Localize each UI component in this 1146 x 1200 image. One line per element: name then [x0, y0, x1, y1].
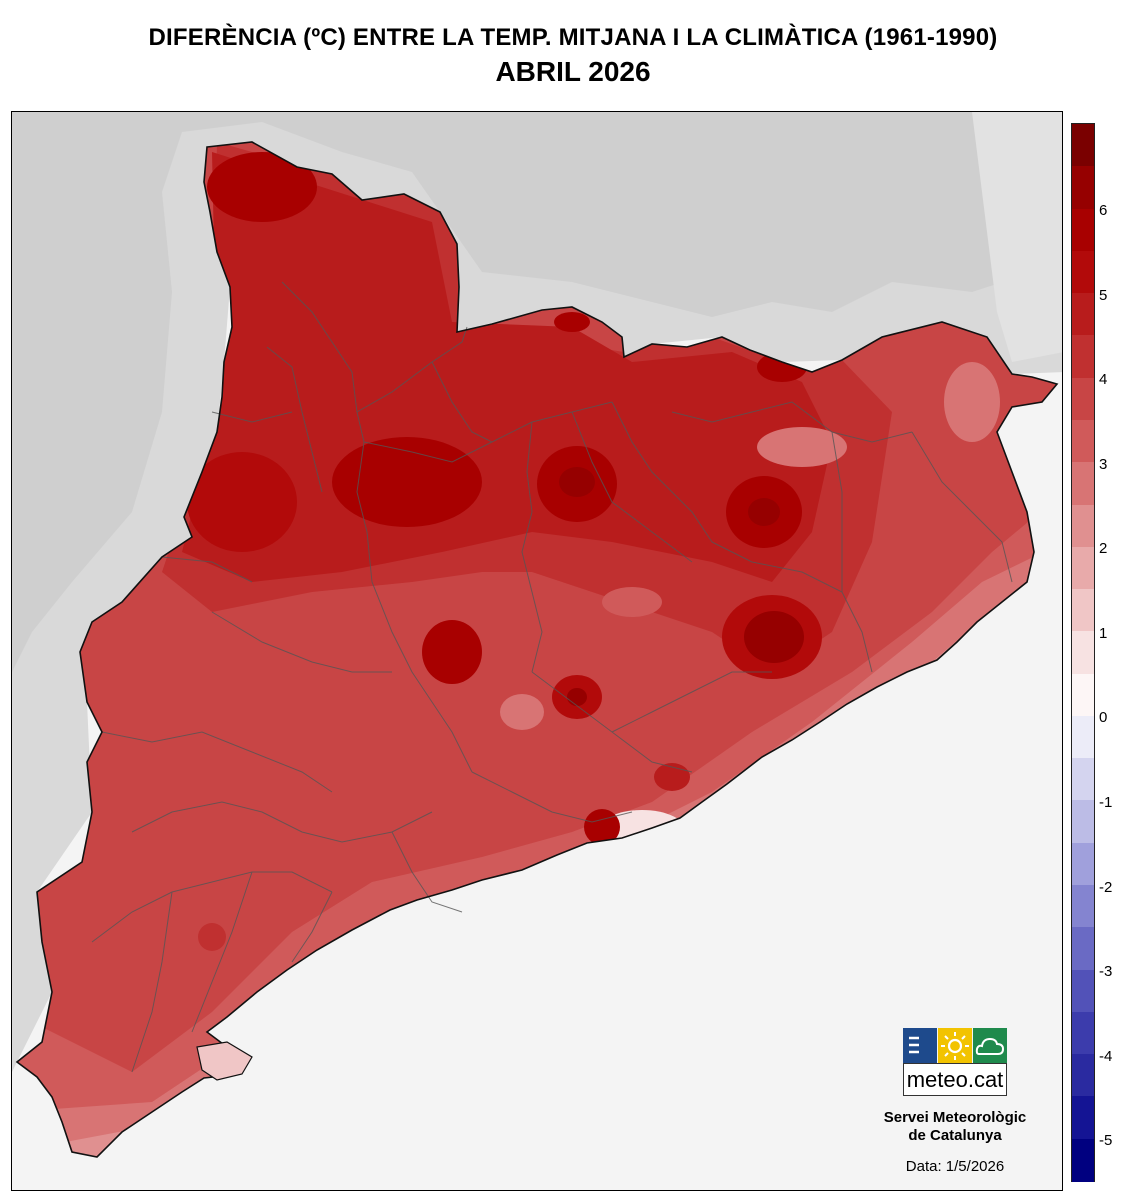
color-scale-legend — [1071, 123, 1095, 1182]
legend-tick-label: 4 — [1099, 371, 1108, 389]
legend-color-bin — [1072, 1011, 1094, 1055]
legend-color-bin — [1072, 842, 1094, 886]
legend-color-bin — [1072, 758, 1094, 802]
map-title: DIFERÈNCIA (ºC) ENTRE LA TEMP. MITJANA I… — [148, 24, 998, 51]
meteocat-wordmark: meteo.cat — [903, 1063, 1007, 1096]
legend-color-bin — [1072, 1054, 1094, 1098]
legend-color-bin — [1072, 673, 1094, 717]
legend-color-bin — [1072, 927, 1094, 971]
legend-color-bin — [1072, 377, 1094, 421]
legend-tick-label: -5 — [1099, 1132, 1113, 1150]
legend-color-bin — [1072, 1096, 1094, 1140]
legend-color-bin — [1072, 250, 1094, 294]
legend-color-bin — [1072, 800, 1094, 844]
legend-color-bin — [1072, 631, 1094, 675]
legend-tick-label: 1 — [1099, 624, 1108, 642]
legend-tick-label: -1 — [1099, 793, 1113, 811]
map-subtitle: ABRIL 2026 — [495, 56, 651, 87]
cloud-icon — [973, 1028, 1007, 1063]
legend-tick-label: 3 — [1099, 455, 1108, 473]
legend-color-bin — [1072, 462, 1094, 506]
legend-tick-label: 6 — [1099, 202, 1108, 220]
legend-tick-label: -3 — [1099, 963, 1113, 981]
legend-color-bin — [1072, 124, 1094, 167]
date-label: Data: 1/5/2026 — [905, 1158, 1005, 1175]
catalonia-anomaly-map — [12, 112, 1062, 1190]
legend-color-bin — [1072, 335, 1094, 379]
legend-color-bin — [1072, 546, 1094, 590]
meteocat-logo: meteo.cat — [903, 1028, 1007, 1096]
legend-color-bin — [1072, 166, 1094, 210]
legend-tick-label: 5 — [1099, 286, 1108, 304]
legend-color-bin — [1072, 504, 1094, 548]
legend-color-bin — [1072, 208, 1094, 252]
legend-color-bin — [1072, 589, 1094, 632]
legend-color-bin — [1072, 715, 1094, 759]
legend-tick-label: -2 — [1099, 878, 1113, 896]
legend-color-bin — [1072, 293, 1094, 336]
legend-color-bin — [1072, 419, 1094, 463]
legend-tick-label: 0 — [1099, 709, 1108, 727]
legend-color-bin — [1072, 885, 1094, 928]
menu-lines-icon — [903, 1028, 937, 1063]
map-panel — [11, 111, 1063, 1191]
organization-name-2: de Catalunya — [908, 1127, 1002, 1144]
organization-name: Servei Meteorològic — [883, 1109, 1027, 1126]
legend-color-bin — [1072, 969, 1094, 1013]
sun-icon — [938, 1028, 972, 1063]
legend-color-bin — [1072, 1138, 1094, 1182]
legend-tick-label: 2 — [1099, 540, 1108, 558]
legend-tick-label: -4 — [1099, 1047, 1113, 1065]
